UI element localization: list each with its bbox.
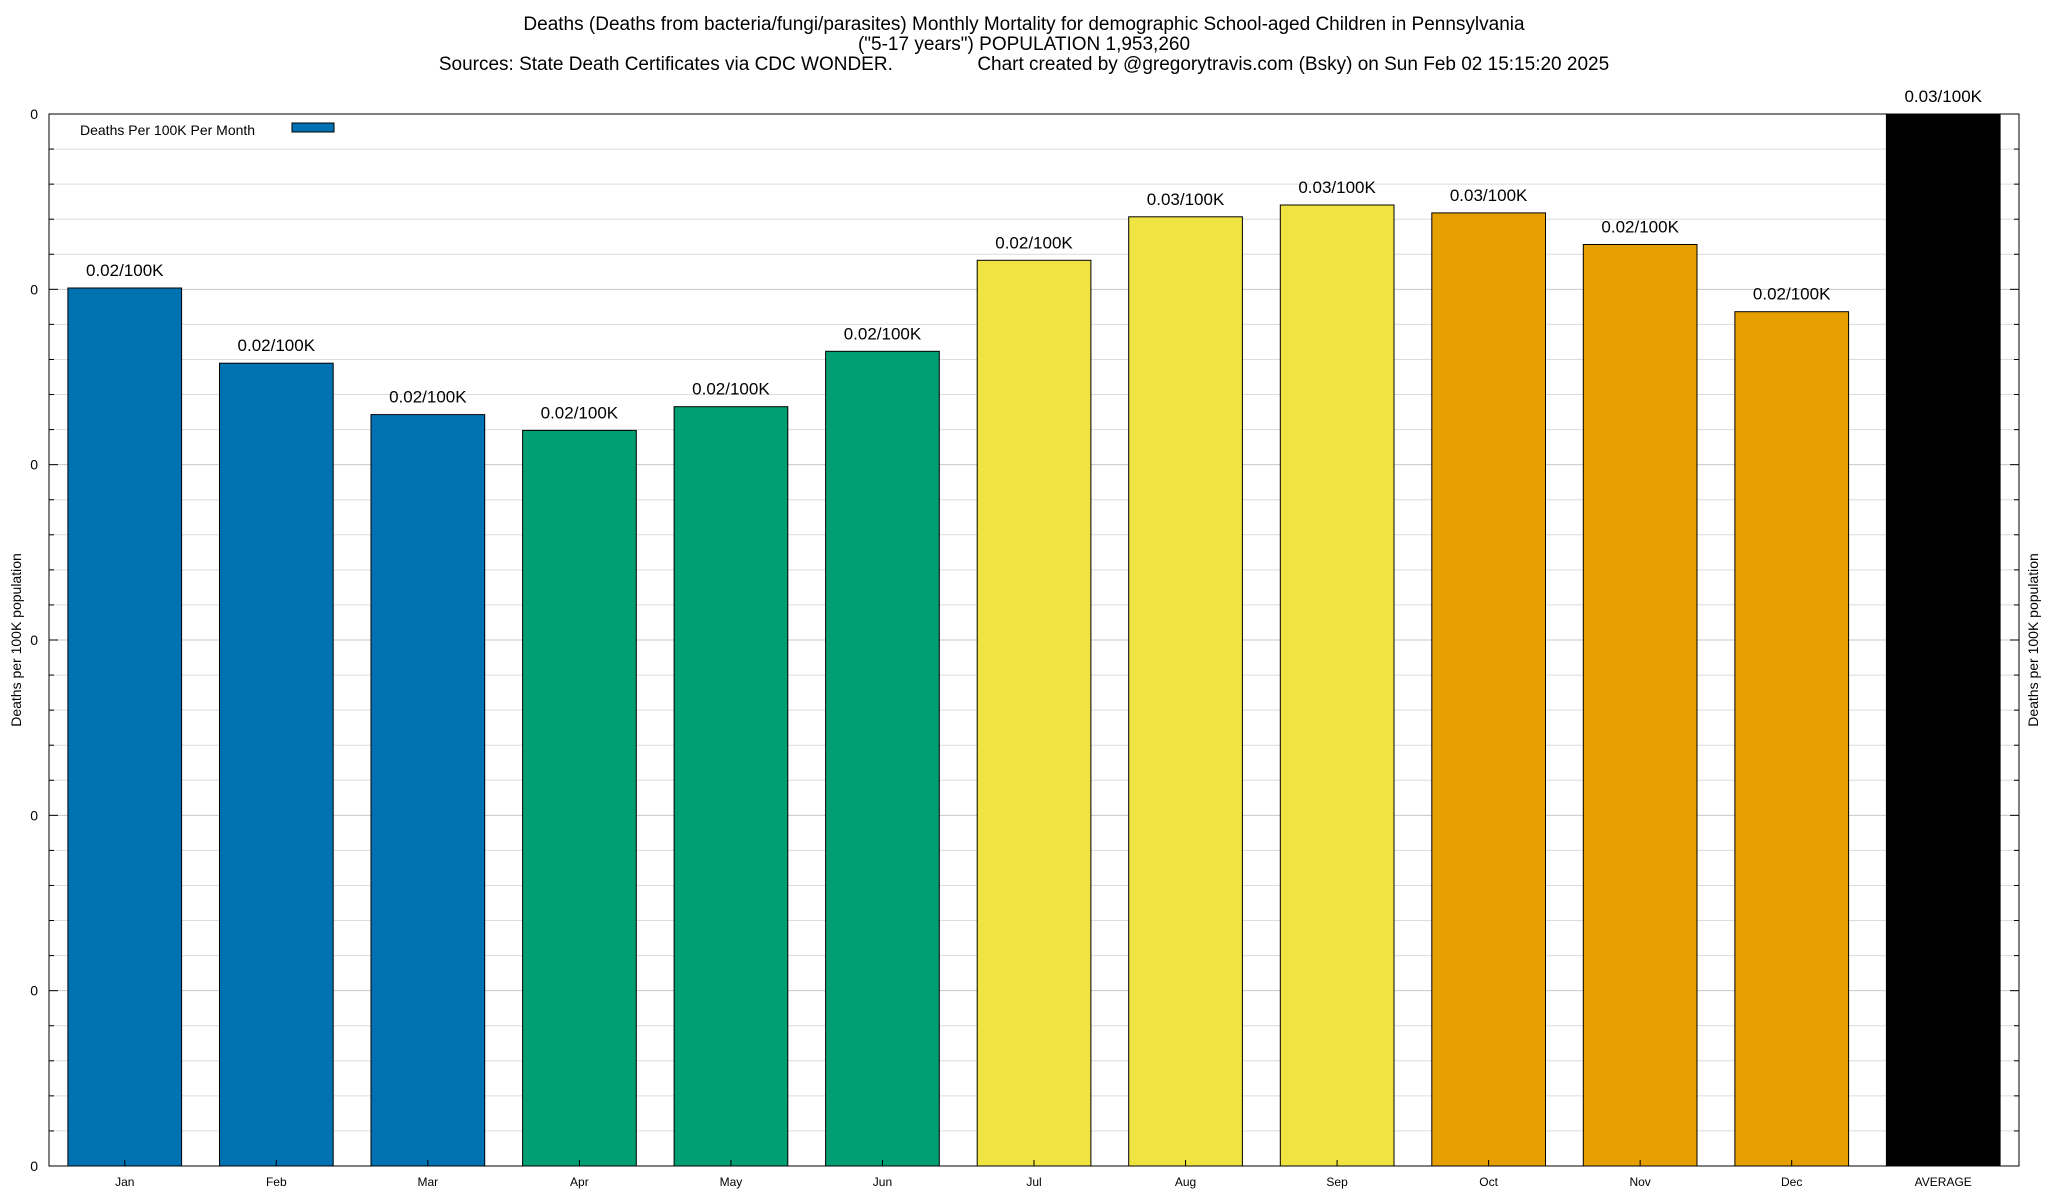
data-label-jul: 0.02/100K [995,233,1073,252]
data-label-mar: 0.02/100K [389,388,467,407]
bar-average [1885,113,2001,1167]
bar-oct [1431,212,1547,1167]
x-tick-label: Feb [266,1175,287,1189]
x-tick-label: May [720,1175,743,1189]
bar-jul [976,259,1092,1167]
y-tick-label: 0 [30,106,38,122]
bar-feb [219,362,334,1167]
data-label-aug: 0.03/100K [1147,190,1225,209]
data-label-jun: 0.02/100K [844,324,922,343]
bar-mar [370,414,486,1167]
plot-border [48,113,2020,1167]
y2-axis-label: Deaths per 100K population [2025,553,2041,727]
x-tick-label: Nov [1629,1175,1650,1189]
bar-nov [1582,244,1698,1167]
data-label-jan: 0.02/100K [86,261,164,280]
x-tick-label: Oct [1479,1175,1498,1189]
y-tick-label: 0 [30,457,38,473]
plot-frame [48,113,2020,1167]
y-axis-label: Deaths per 100K population [8,553,24,727]
chart-subtitle: ("5-17 years") POPULATION 1,953,260 [857,34,1191,55]
x-tick-label: Jul [1026,1175,1041,1189]
bar-jun [825,350,940,1167]
legend-swatch [291,122,335,133]
chart-title: Deaths (Deaths from bacteria/fungi/paras… [523,14,1525,35]
x-tick-label: Jun [873,1175,892,1189]
x-tick-label: Jan [115,1175,134,1189]
bar-dec [1734,311,1850,1167]
y-tick-label: 0 [30,632,38,648]
y-tick-label: 0 [30,983,38,999]
legend: Deaths Per 100K Per Month [80,122,335,138]
data-label-oct: 0.03/100K [1450,186,1528,205]
x-tick-label: Aug [1175,1175,1196,1189]
x-tick-label: Dec [1781,1175,1802,1189]
y-tick-label: 0 [30,281,38,297]
x-tick-label: Sep [1326,1175,1348,1189]
bar-may [673,406,789,1167]
legend-label: Deaths Per 100K Per Month [80,122,255,138]
labels: 0.02/100K Jan 0.02/100K Feb 0.02/100K Mar 0.02… [8,87,2041,1200]
bar-jan [67,287,183,1167]
bar-sep [1279,204,1395,1167]
data-label-dec: 0.02/100K [1753,285,1831,304]
data-label-feb: 0.02/100K [238,336,316,355]
y-tick-label: 0 [30,1158,38,1174]
data-label-may: 0.02/100K [692,380,770,399]
data-label-apr: 0.02/100K [541,403,619,422]
x-tick-label: Apr [570,1175,589,1189]
bars [67,113,2001,1167]
data-label-average: 0.03/100K [1904,87,1982,106]
data-label-sep: 0.03/100K [1298,178,1376,197]
bar-aug [1128,216,1243,1167]
x-tick-label: AVERAGE [1915,1175,1972,1189]
x-tick-label: Mar [418,1175,439,1189]
chart-source-line: Sources: State Death Certificates via CD… [438,54,1610,75]
y-tick-label: 0 [30,807,38,823]
data-label-nov: 0.02/100K [1601,218,1679,237]
bar-apr [522,429,637,1167]
x-axis-label: Month [1013,1198,1055,1200]
